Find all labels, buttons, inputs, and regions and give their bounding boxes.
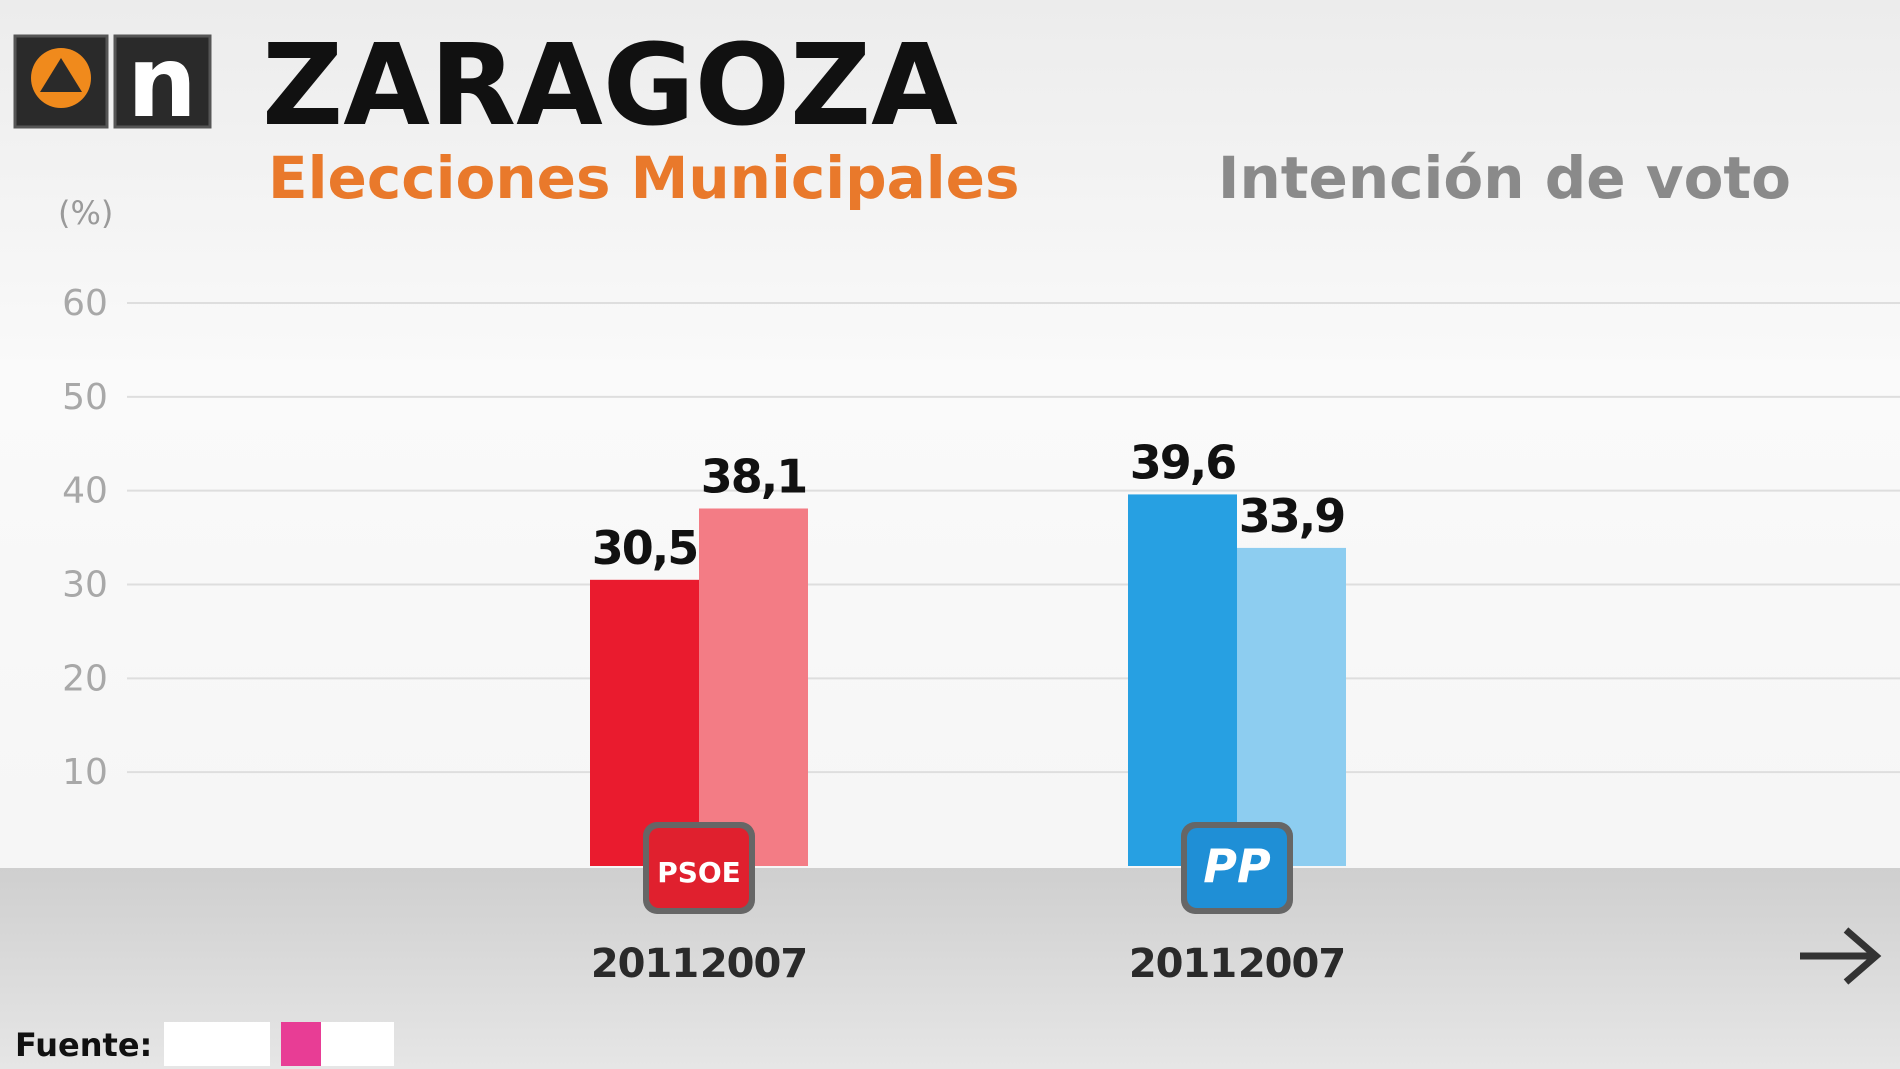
- channel-letter: n: [127, 26, 197, 140]
- party-logo-face: [1187, 828, 1287, 908]
- next-arrow[interactable]: [1800, 927, 1882, 985]
- y-axis-label: (%): [58, 194, 113, 232]
- party-logo: PP: [1181, 822, 1293, 914]
- chart-title: ZARAGOZA: [262, 21, 958, 151]
- x-tick-label: 2007: [700, 941, 807, 987]
- source-label: Fuente:: [15, 1026, 152, 1064]
- x-tick-label: 2007: [1238, 941, 1345, 987]
- party-logo: PSOE: [643, 822, 755, 914]
- right-title: Intención de voto: [1218, 144, 1791, 212]
- y-tick-label: 60: [62, 283, 108, 324]
- y-tick-label: 10: [62, 752, 108, 793]
- y-tick-label: 50: [62, 377, 108, 418]
- bar: [699, 508, 808, 866]
- y-tick-label: 40: [62, 471, 108, 512]
- source-logos: [164, 1022, 394, 1066]
- party-logo-face: [649, 828, 749, 908]
- bar: [1237, 547, 1346, 866]
- y-tick-label: 20: [62, 658, 108, 699]
- value-label: 38,1: [701, 449, 807, 503]
- value-label: 30,5: [592, 521, 698, 575]
- y-tick-label: 30: [62, 565, 108, 606]
- value-label: 39,6: [1130, 435, 1236, 489]
- x-tick-label: 2011: [1129, 941, 1236, 987]
- grid: [127, 302, 1900, 774]
- party-name: PSOE: [657, 856, 741, 889]
- subtitle: Elecciones Municipales: [268, 144, 1020, 212]
- bar: [590, 579, 699, 866]
- x-tick-label: 2011: [591, 941, 698, 987]
- channel-logo: n: [13, 26, 212, 140]
- party-name: PP: [1203, 839, 1271, 893]
- bar: [1128, 494, 1237, 866]
- value-label: 33,9: [1239, 489, 1345, 543]
